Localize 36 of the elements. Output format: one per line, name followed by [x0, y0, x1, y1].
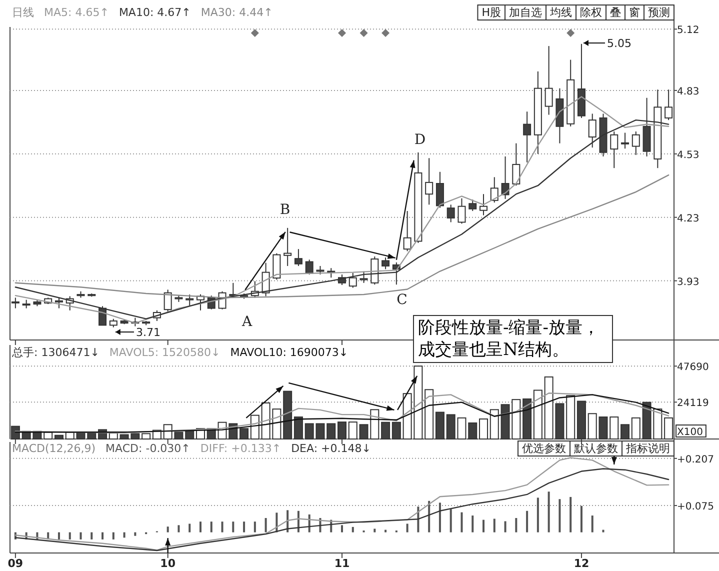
text: 日线 [12, 6, 34, 19]
x-tick-label: 10 [160, 557, 176, 570]
text: H股 [482, 6, 501, 19]
text: 均线 [549, 6, 572, 19]
text: 阶段性放量-缩量-放量，成交量也呈N结构。 [413, 315, 613, 363]
legend: MACD: -0.030↑ DIFF: +0.133↑ DEA: +0.148↓ [106, 442, 371, 455]
y-tick-label: X100 [677, 427, 703, 438]
text: 窗 [629, 6, 640, 19]
x-tick-label: 12 [574, 557, 590, 570]
y-tick-label: 4.53 [677, 150, 700, 161]
legend: MA5: 4.65↑ MA10: 4.67↑ MA30: 4.44↑ [44, 6, 273, 19]
text: 叠 [610, 6, 621, 19]
y-tick-label: 47690 [677, 362, 709, 374]
annotation: D [414, 132, 426, 148]
x-tick-label: 11 [334, 557, 350, 570]
y-tick-label: 5.12 [677, 25, 700, 36]
text: 加自选 [509, 6, 542, 19]
y-tick-label: 24119 [677, 398, 709, 410]
annotation: 优选参数 [522, 442, 566, 455]
text: 预测 [648, 6, 670, 19]
y-tick-label: +0.207 [677, 454, 714, 466]
y-tick-label: +0.075 [677, 502, 714, 513]
annotation: B [280, 202, 290, 218]
annotation: MACD(12,26,9) [12, 442, 96, 455]
y-tick-label: 4.83 [677, 86, 700, 98]
y-tick-label: 4.23 [677, 213, 700, 224]
y-tick-label: 3.93 [677, 276, 700, 288]
legend: 总手: 1306471↓ MAVOL5: 1520580↓ MAVOL10: 1690073↓ [12, 346, 348, 359]
annotation: 默认参数 [573, 442, 618, 455]
annotation: 5.05 [607, 37, 632, 50]
annotation: 指标说明 [625, 442, 670, 455]
text: 除权 [580, 6, 602, 19]
annotation: 3.71 [136, 326, 160, 339]
annotation: A [240, 314, 253, 330]
annotation: C [396, 292, 408, 308]
x-tick-label: 09 [8, 557, 24, 570]
